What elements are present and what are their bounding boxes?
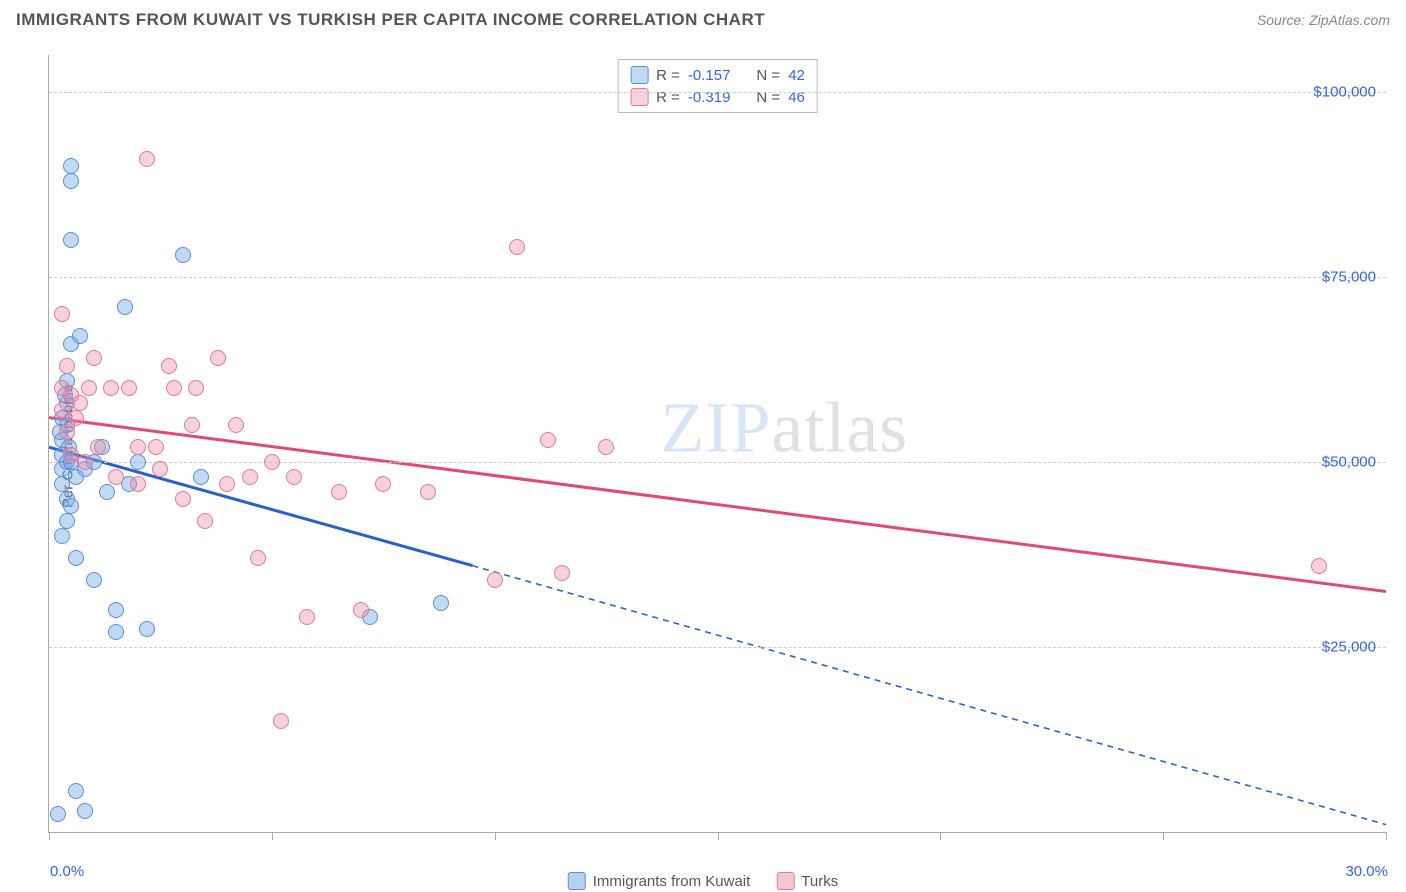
scatter-point (166, 380, 182, 396)
scatter-point (86, 572, 102, 588)
x-tick (718, 832, 719, 840)
swatch-turks (630, 88, 648, 106)
correlation-legend: R = -0.157 N = 42 R = -0.319 N = 46 (617, 59, 818, 113)
scatter-point (175, 247, 191, 263)
scatter-point (331, 484, 347, 500)
x-tick (1386, 832, 1387, 840)
scatter-plot-area: ZIPatlas R = -0.157 N = 42 R = -0.319 N … (48, 55, 1386, 833)
gridline (49, 462, 1386, 463)
scatter-point (81, 380, 97, 396)
scatter-point (72, 328, 88, 344)
scatter-point (219, 476, 235, 492)
series-legend: Immigrants from Kuwait Turks (568, 872, 839, 890)
x-tick (495, 832, 496, 840)
y-tick-label: $25,000 (1322, 639, 1376, 656)
scatter-point (509, 239, 525, 255)
scatter-point (130, 476, 146, 492)
scatter-point (63, 158, 79, 174)
x-tick (272, 832, 273, 840)
scatter-point (77, 803, 93, 819)
legend-item-kuwait: Immigrants from Kuwait (568, 872, 751, 890)
x-axis-max-label: 30.0% (1345, 863, 1388, 880)
gridline (49, 277, 1386, 278)
scatter-point (554, 565, 570, 581)
scatter-point (68, 410, 84, 426)
scatter-point (90, 439, 106, 455)
scatter-point (161, 358, 177, 374)
scatter-point (286, 469, 302, 485)
scatter-point (210, 350, 226, 366)
scatter-point (117, 299, 133, 315)
scatter-point (420, 484, 436, 500)
scatter-point (184, 417, 200, 433)
scatter-point (264, 454, 280, 470)
scatter-point (540, 432, 556, 448)
scatter-point (121, 380, 137, 396)
legend-row-kuwait: R = -0.157 N = 42 (630, 64, 805, 86)
scatter-point (598, 439, 614, 455)
scatter-point (86, 350, 102, 366)
scatter-point (99, 484, 115, 500)
scatter-point (63, 447, 79, 463)
y-tick-label: $50,000 (1322, 454, 1376, 471)
scatter-point (353, 602, 369, 618)
trend-lines-layer (49, 55, 1386, 832)
scatter-point (68, 550, 84, 566)
scatter-point (108, 469, 124, 485)
watermark: ZIPatlas (660, 386, 908, 469)
scatter-point (54, 306, 70, 322)
x-tick (1163, 832, 1164, 840)
scatter-point (148, 439, 164, 455)
scatter-point (273, 713, 289, 729)
scatter-point (139, 151, 155, 167)
scatter-point (103, 380, 119, 396)
scatter-point (433, 595, 449, 611)
scatter-point (175, 491, 191, 507)
chart-title: IMMIGRANTS FROM KUWAIT VS TURKISH PER CA… (16, 10, 765, 30)
swatch-turks-icon (776, 872, 794, 890)
scatter-point (63, 173, 79, 189)
scatter-point (59, 358, 75, 374)
source-credit: Source: ZipAtlas.com (1257, 12, 1390, 28)
scatter-point (188, 380, 204, 396)
scatter-point (130, 454, 146, 470)
scatter-point (1311, 558, 1327, 574)
scatter-point (139, 621, 155, 637)
scatter-point (299, 609, 315, 625)
scatter-point (197, 513, 213, 529)
x-axis-min-label: 0.0% (50, 863, 84, 880)
legend-item-turks: Turks (776, 872, 838, 890)
swatch-kuwait (630, 66, 648, 84)
scatter-point (72, 395, 88, 411)
swatch-kuwait-icon (568, 872, 586, 890)
chart-header: IMMIGRANTS FROM KUWAIT VS TURKISH PER CA… (0, 0, 1406, 36)
scatter-point (130, 439, 146, 455)
scatter-point (242, 469, 258, 485)
y-tick-label: $100,000 (1313, 84, 1376, 101)
scatter-point (375, 476, 391, 492)
scatter-point (54, 528, 70, 544)
scatter-point (487, 572, 503, 588)
x-tick (49, 832, 50, 840)
scatter-point (68, 469, 84, 485)
scatter-point (228, 417, 244, 433)
gridline (49, 647, 1386, 648)
scatter-point (108, 602, 124, 618)
y-tick-label: $75,000 (1322, 269, 1376, 286)
scatter-point (250, 550, 266, 566)
scatter-point (59, 513, 75, 529)
scatter-point (59, 424, 75, 440)
scatter-point (108, 624, 124, 640)
x-tick (940, 832, 941, 840)
scatter-point (63, 498, 79, 514)
gridline (49, 92, 1386, 93)
scatter-point (193, 469, 209, 485)
scatter-point (68, 783, 84, 799)
scatter-point (63, 232, 79, 248)
scatter-point (50, 806, 66, 822)
scatter-point (152, 461, 168, 477)
legend-row-turks: R = -0.319 N = 46 (630, 86, 805, 108)
